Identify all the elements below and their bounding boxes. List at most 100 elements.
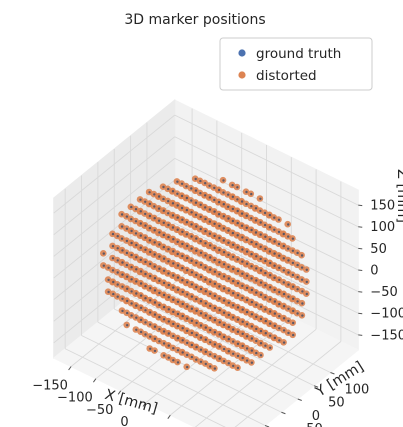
marker-ground-truth — [259, 342, 263, 345]
marker-ground-truth — [180, 194, 184, 198]
marker-ground-truth — [144, 321, 147, 324]
marker-ground-truth — [194, 201, 198, 204]
marker-ground-truth — [158, 315, 161, 319]
marker-ground-truth — [222, 215, 225, 218]
marker-ground-truth — [167, 187, 170, 191]
marker-ground-truth — [232, 328, 235, 331]
marker-ground-truth — [231, 219, 235, 223]
marker-ground-truth — [287, 247, 290, 250]
marker-ground-truth — [135, 256, 138, 259]
marker-ground-truth — [176, 361, 180, 364]
marker-ground-truth — [209, 353, 212, 356]
marker-ground-truth — [186, 317, 189, 320]
marker-ground-truth — [186, 353, 189, 357]
marker-ground-truth — [181, 242, 184, 246]
marker-ground-truth — [116, 271, 119, 274]
z-tick-mark — [358, 269, 363, 271]
marker-ground-truth — [232, 304, 235, 307]
marker-ground-truth — [194, 177, 197, 181]
marker-ground-truth — [245, 359, 249, 362]
marker-ground-truth — [273, 336, 277, 340]
marker-ground-truth — [204, 230, 207, 233]
marker-ground-truth — [282, 232, 285, 236]
marker-ground-truth — [264, 319, 267, 323]
marker-ground-truth — [259, 329, 263, 333]
marker-ground-truth — [195, 285, 198, 289]
marker-ground-truth — [126, 287, 129, 290]
marker-ground-truth — [162, 185, 165, 189]
marker-ground-truth — [227, 253, 230, 256]
marker-ground-truth — [186, 365, 189, 369]
marker-ground-truth — [172, 322, 175, 326]
marker-ground-truth — [195, 261, 198, 264]
marker-ground-truth — [130, 290, 133, 293]
marker-ground-truth — [204, 194, 207, 197]
chart-title: 3D marker positions — [124, 12, 265, 28]
marker-ground-truth — [250, 192, 253, 196]
marker-ground-truth — [218, 224, 221, 228]
marker-ground-truth — [241, 320, 244, 323]
marker-ground-truth — [176, 252, 179, 256]
marker-ground-truth — [245, 310, 249, 314]
marker-ground-truth — [190, 235, 193, 238]
marker-ground-truth — [167, 283, 170, 287]
marker-ground-truth — [167, 223, 170, 227]
marker-ground-truth — [162, 330, 166, 333]
marker-ground-truth — [181, 302, 184, 306]
marker-ground-truth — [278, 254, 281, 257]
marker-ground-truth — [213, 210, 216, 213]
marker-ground-truth — [208, 208, 212, 211]
marker-ground-truth — [259, 209, 262, 213]
marker-ground-truth — [213, 198, 216, 202]
marker-ground-truth — [282, 269, 285, 272]
marker-ground-truth — [269, 310, 272, 313]
marker-ground-truth — [305, 292, 308, 296]
marker-ground-truth — [162, 281, 166, 285]
marker-ground-truth — [158, 328, 161, 331]
marker-ground-truth — [254, 219, 258, 222]
marker-ground-truth — [116, 235, 119, 238]
marker-ground-truth — [171, 202, 175, 205]
marker-ground-truth — [181, 339, 184, 342]
x-tick-label: −150 — [32, 379, 68, 394]
x-tick-mark — [68, 366, 72, 371]
marker-ground-truth — [120, 213, 124, 216]
marker-ground-truth — [199, 203, 202, 206]
marker-ground-truth — [176, 204, 179, 207]
marker-ground-truth — [149, 250, 152, 254]
marker-ground-truth — [167, 344, 170, 347]
marker-ground-truth — [259, 257, 262, 261]
marker-ground-truth — [195, 273, 198, 277]
marker-ground-truth — [167, 260, 170, 263]
marker-ground-truth — [236, 234, 239, 237]
legend-marker-ground-truth — [238, 49, 246, 57]
marker-ground-truth — [264, 344, 267, 347]
marker-ground-truth — [245, 226, 248, 229]
marker-ground-truth — [186, 305, 189, 308]
marker-ground-truth — [254, 231, 258, 234]
marker-ground-truth — [259, 281, 263, 284]
marker-ground-truth — [172, 286, 175, 289]
marker-ground-truth — [208, 196, 212, 199]
marker-ground-truth — [287, 283, 290, 286]
marker-ground-truth — [139, 306, 143, 309]
grid-line-z-left — [53, 114, 176, 214]
marker-ground-truth — [213, 355, 217, 358]
marker-ground-truth — [162, 197, 165, 201]
marker-ground-truth — [236, 186, 239, 189]
marker-ground-truth — [213, 319, 217, 322]
marker-ground-truth — [217, 213, 221, 216]
marker-ground-truth — [218, 297, 221, 300]
marker-ground-truth — [269, 346, 272, 349]
z-tick-mark — [358, 291, 363, 293]
axis-panes — [52, 98, 360, 427]
marker-ground-truth — [172, 347, 175, 350]
marker-ground-truth — [153, 325, 157, 328]
marker-ground-truth — [287, 295, 290, 298]
marker-ground-truth — [153, 241, 156, 244]
marker-ground-truth — [227, 289, 230, 292]
marker-ground-truth — [227, 217, 230, 220]
marker-ground-truth — [162, 233, 165, 237]
marker-ground-truth — [139, 210, 142, 213]
marker-ground-truth — [259, 221, 262, 224]
